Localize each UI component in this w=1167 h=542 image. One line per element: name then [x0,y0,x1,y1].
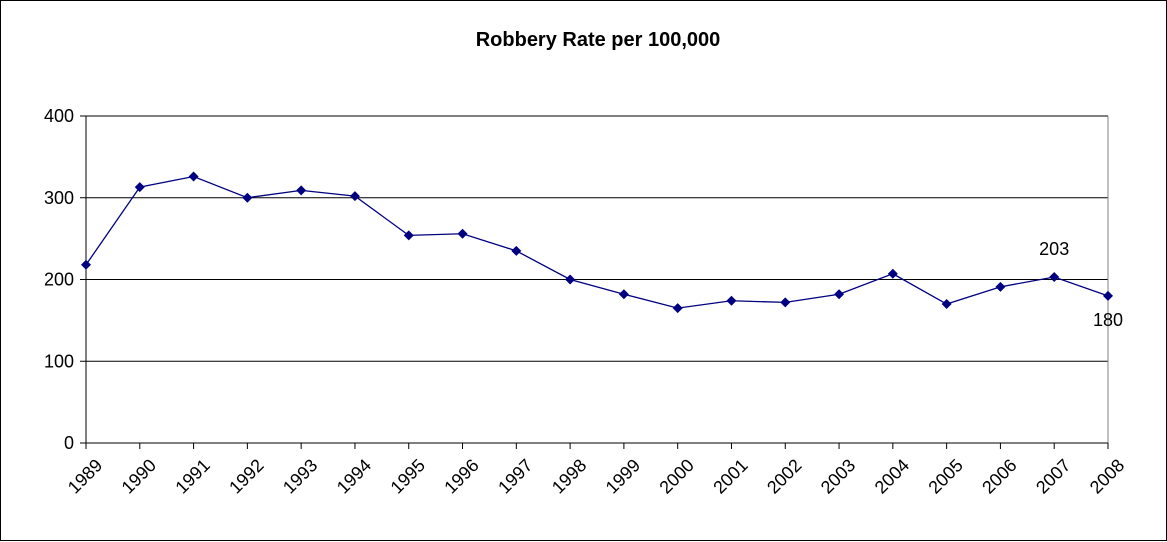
data-label: 203 [1039,239,1069,259]
data-point-2002 [780,297,791,308]
data-point-2007 [1049,272,1060,283]
x-tick-label: 1997 [494,455,536,497]
x-tick-label: 1998 [548,455,590,497]
data-point-1997 [511,245,522,256]
gridlines [86,115,1108,362]
data-point-2001 [726,295,737,306]
data-labels: 203 180 [1039,239,1123,330]
x-tick-label: 2001 [709,455,751,497]
x-tick-label: 1992 [225,455,267,497]
y-tick-label: 0 [64,433,74,453]
x-tick-label: 2007 [1032,455,1074,497]
data-point-2005 [941,299,952,310]
y-tick-label: 100 [44,351,74,371]
chart-title: Robbery Rate per 100,000 [476,29,721,51]
x-tick-label: 1999 [602,455,644,497]
data-point-1991 [188,171,199,182]
y-tick-label: 400 [44,106,74,126]
data-point-1998 [565,274,576,285]
x-tick-label: 1995 [387,455,429,497]
data-point-1999 [618,289,629,300]
data-point-2004 [887,268,898,279]
x-tick-label: 2002 [763,455,805,497]
y-tick-label: 300 [44,188,74,208]
x-tick-label: 2005 [924,455,966,497]
data-point-1995 [403,230,414,241]
data-point-2008 [1103,290,1113,301]
x-tick-label: 2003 [817,455,859,497]
x-tick-label: 2006 [978,455,1020,497]
data-point-1992 [242,192,253,203]
x-tick-label: 1989 [64,455,106,497]
data-point-1994 [349,191,360,202]
x-tick-label: 2004 [871,455,913,497]
y-axis-ticks: 0 100 200 300 400 [44,106,86,453]
data-label: 180 [1093,310,1123,330]
x-tick-label: 1996 [440,455,482,497]
data-point-1993 [296,185,307,196]
y-tick-label: 200 [44,270,74,290]
x-axis-ticks: 1989 1990 1991 1992 1993 1994 1995 1996 1997 1998… [64,443,1128,498]
data-point-1990 [134,182,145,193]
series-line [85,175,1109,309]
x-tick-label: 2008 [1086,455,1128,497]
data-point-1996 [457,228,468,239]
series-group [81,171,1113,314]
data-point-2000 [672,303,683,314]
x-tick-label: 1990 [118,455,160,497]
x-tick-label: 1993 [279,455,321,497]
x-tick-label: 2000 [656,455,698,497]
x-tick-label: 1994 [333,455,375,497]
data-point-2006 [995,281,1006,292]
data-point-2003 [834,289,845,300]
data-point-1989 [81,259,91,270]
x-tick-label: 1991 [171,455,213,497]
